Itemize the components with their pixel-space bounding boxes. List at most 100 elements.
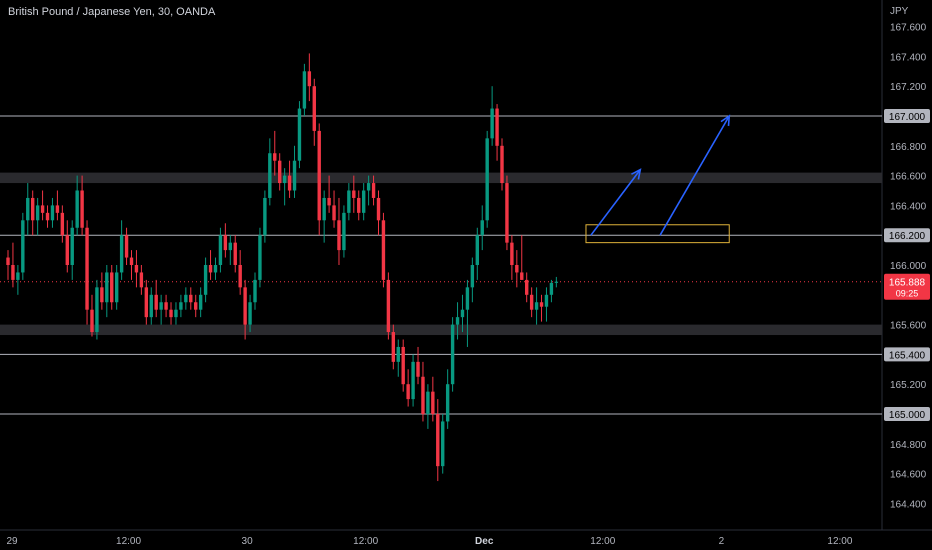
candle-body: [332, 205, 336, 221]
candle-body: [515, 265, 519, 273]
candle-body: [554, 281, 559, 283]
candle-body: [16, 272, 20, 280]
arrow-head-icon: [631, 168, 642, 180]
candle-body: [114, 272, 119, 303]
x-tick-label: 12:00: [590, 536, 615, 547]
candle-body: [243, 287, 247, 325]
sr-zone-0[interactable]: [0, 172, 882, 184]
candle-body: [297, 108, 302, 161]
x-tick-label: 29: [6, 536, 18, 547]
sr-zone-1[interactable]: [0, 324, 882, 336]
candle-body: [480, 220, 484, 236]
candle-body: [366, 183, 371, 191]
candle-body: [505, 183, 509, 243]
x-tick-label: 2: [719, 536, 725, 547]
x-tick-label: 30: [242, 536, 254, 547]
candle-body: [169, 309, 173, 318]
candle-body: [203, 265, 208, 295]
y-tick-label: 166.800: [890, 142, 927, 153]
candle-body: [465, 287, 470, 310]
candle-body: [110, 272, 114, 303]
current-price-badge: [884, 273, 930, 300]
candle-body: [411, 361, 415, 400]
candle-body: [100, 287, 104, 303]
candle-body: [194, 302, 198, 310]
candle-body: [124, 235, 129, 258]
price-line-badge: [884, 407, 930, 421]
candle-body: [238, 265, 242, 288]
candle-body: [184, 294, 188, 303]
demand-box-drawing[interactable]: [585, 224, 730, 244]
candle-body: [529, 294, 534, 310]
candle-body: [149, 294, 153, 318]
candle-body: [510, 242, 514, 265]
x-tick-label: 12:00: [116, 536, 141, 547]
candle-body: [65, 235, 69, 265]
candle-body: [361, 190, 366, 213]
candle-body: [292, 160, 297, 191]
candle-body: [421, 376, 425, 414]
candle-body: [317, 130, 321, 221]
candle-body: [307, 71, 312, 87]
candle-body: [253, 279, 257, 303]
y-tick-label: 164.400: [890, 499, 927, 510]
trend-arrow-0[interactable]: [590, 169, 641, 236]
candle-body: [544, 294, 549, 307]
candle-body: [337, 220, 341, 251]
candle-body: [371, 183, 376, 198]
candle-body: [396, 346, 400, 362]
candle-body: [179, 302, 183, 310]
candle-body: [45, 212, 50, 221]
candle-body: [312, 86, 316, 131]
candle-body: [218, 235, 223, 265]
candle-body: [50, 205, 55, 221]
candle-body: [485, 138, 489, 221]
candle-body: [460, 309, 465, 318]
candle-body: [258, 235, 262, 280]
y-tick-label: 165.200: [890, 380, 927, 391]
candle-body: [80, 190, 84, 228]
candle-body: [35, 205, 40, 221]
candle-body: [357, 197, 361, 213]
y-tick-label: 164.600: [890, 470, 927, 481]
current-price-label: 165.888: [889, 278, 926, 289]
candle-body: [208, 265, 213, 273]
candle-body: [268, 153, 272, 198]
candle-body: [26, 197, 30, 221]
candle-body: [416, 361, 420, 377]
candle-body: [441, 421, 445, 467]
arrow-head-icon: [720, 114, 731, 127]
candle-body: [154, 294, 158, 310]
candle-body: [198, 294, 203, 310]
candle-body: [144, 287, 149, 318]
candle-body: [90, 309, 94, 333]
candle-body: [302, 71, 307, 109]
candle-body: [520, 272, 524, 280]
candle-body: [75, 190, 79, 228]
candle-body: [70, 227, 74, 265]
price-line-badge-label: 166.200: [889, 231, 926, 242]
candle-body: [495, 108, 499, 146]
candle-body: [391, 332, 396, 362]
candle-body: [273, 153, 277, 161]
y-tick-label: 164.800: [890, 440, 927, 451]
candle-body: [445, 384, 450, 422]
candle-body: [426, 391, 430, 414]
candle-body: [450, 324, 455, 385]
y-tick-label: 166.000: [890, 261, 927, 272]
candle-body: [119, 235, 124, 273]
candle-body: [406, 384, 410, 400]
candle-body: [539, 302, 544, 307]
candle-body: [40, 205, 45, 213]
candle-body: [11, 265, 15, 280]
x-tick-label: Dec: [475, 536, 494, 547]
candle-body: [287, 175, 292, 191]
candle-body: [263, 197, 267, 236]
candle-body: [342, 212, 346, 251]
x-tick-label: 12:00: [827, 536, 852, 547]
trend-arrow-1[interactable]: [659, 115, 730, 236]
price-line-badge-label: 167.000: [889, 112, 926, 123]
candle-body: [347, 190, 351, 213]
candle-body: [376, 197, 381, 221]
